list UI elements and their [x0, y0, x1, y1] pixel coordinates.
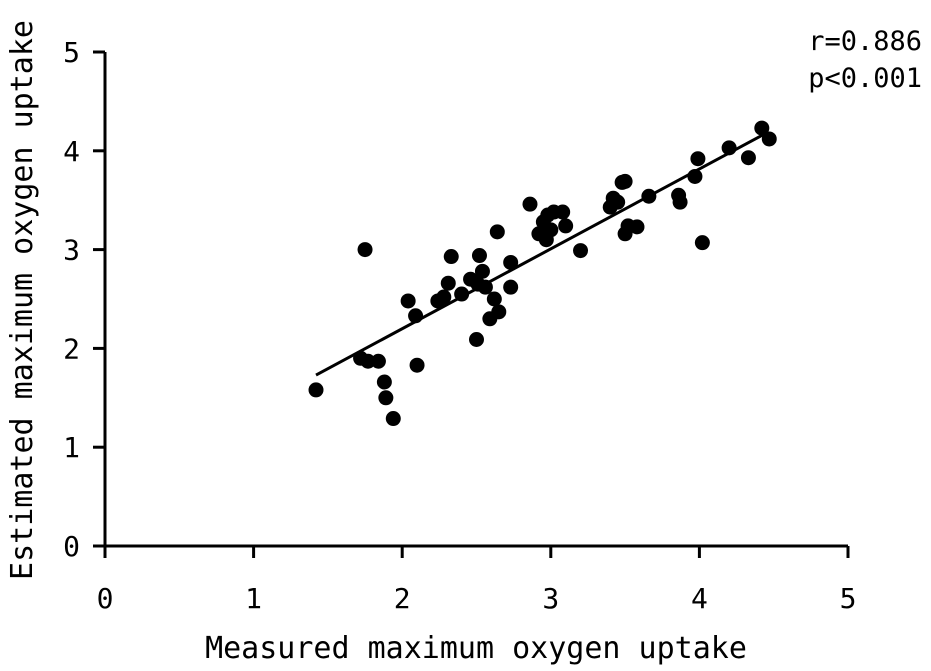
data-point — [503, 279, 519, 295]
x-tick-label: 3 — [542, 582, 559, 615]
x-tick-label: 2 — [394, 582, 411, 615]
data-point — [409, 357, 425, 373]
data-point — [408, 308, 424, 324]
x-tick-label: 5 — [840, 582, 857, 615]
p-value-label: p<0.001 — [808, 63, 922, 94]
y-tick-label: 0 — [63, 530, 80, 563]
data-point — [503, 254, 519, 270]
data-point — [491, 304, 507, 320]
data-point — [471, 248, 487, 264]
data-point — [610, 194, 626, 210]
x-ticks: 0 1 2 3 4 5 — [97, 546, 857, 615]
data-points — [308, 120, 777, 427]
x-tick-label: 1 — [245, 582, 262, 615]
data-point — [761, 131, 777, 147]
data-point — [486, 291, 502, 307]
data-point — [477, 279, 493, 295]
data-point — [454, 286, 470, 302]
y-tick-label: 3 — [63, 234, 80, 267]
data-point — [690, 151, 706, 167]
correlation-label: r=0.886 — [808, 26, 922, 57]
axes — [103, 52, 848, 548]
data-point — [357, 242, 373, 258]
data-point — [543, 222, 559, 238]
data-point — [558, 218, 574, 234]
data-point — [360, 353, 376, 369]
x-tick-label: 4 — [691, 582, 708, 615]
data-point — [378, 390, 394, 406]
y-tick-label: 1 — [63, 431, 80, 464]
data-point — [436, 289, 452, 305]
data-point — [385, 411, 401, 427]
data-point — [687, 168, 703, 184]
data-point — [440, 275, 456, 291]
x-tick-label: 0 — [97, 582, 114, 615]
data-point — [489, 224, 505, 240]
fit-line-group — [315, 131, 767, 377]
y-axis-title: Estimated maximum oxygen uptake — [5, 20, 40, 580]
data-point — [641, 188, 657, 204]
data-point — [376, 374, 392, 390]
regression-line — [315, 131, 767, 377]
y-tick-label: 5 — [63, 36, 80, 69]
data-point — [474, 263, 490, 279]
data-point — [469, 332, 484, 348]
data-point — [573, 243, 589, 259]
y-tick-label: 2 — [63, 332, 80, 365]
data-point — [740, 150, 756, 166]
data-point — [694, 235, 710, 251]
y-ticks: 0 1 2 3 4 5 — [63, 36, 105, 563]
data-point — [443, 249, 459, 265]
x-axis-title: Measured maximum oxygen uptake — [205, 631, 747, 666]
data-point — [617, 173, 633, 189]
data-point — [721, 140, 737, 156]
data-point — [754, 120, 770, 136]
data-point — [370, 353, 386, 369]
data-point — [672, 194, 688, 210]
data-point — [522, 196, 538, 212]
data-point — [555, 204, 571, 220]
data-point — [629, 219, 645, 235]
data-point — [400, 293, 416, 309]
y-tick-label: 4 — [63, 135, 80, 168]
data-point — [308, 382, 324, 398]
